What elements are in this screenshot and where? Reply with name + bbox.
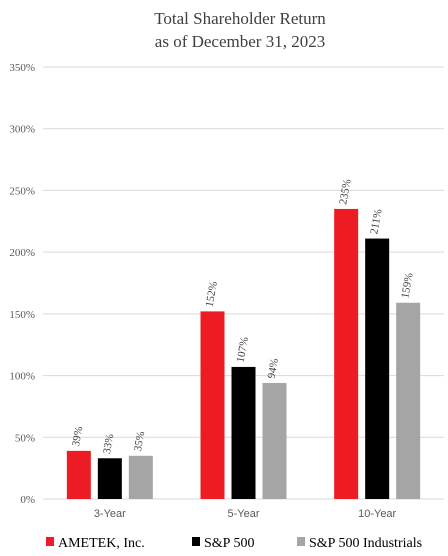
legend: AMETEK, Inc. S&P 500 S&P 500 Industrials bbox=[46, 536, 422, 551]
bar-1-3 bbox=[334, 208, 359, 499]
x-tick-label: 10-Year bbox=[358, 508, 396, 520]
y-axis: 0% 50% 100% 150% 200% 250% 300% 350% bbox=[9, 62, 35, 506]
legend-swatch bbox=[297, 537, 305, 546]
bar-2-1 bbox=[97, 458, 122, 499]
bar-3-1 bbox=[128, 455, 153, 499]
bar-2-2 bbox=[231, 366, 256, 499]
y-tick-label: 150% bbox=[9, 309, 35, 321]
data-label: 94% bbox=[266, 358, 281, 380]
legend-swatch bbox=[192, 537, 200, 546]
y-tick-label: 50% bbox=[15, 432, 35, 444]
legend-label: AMETEK, Inc. bbox=[58, 536, 145, 551]
x-tick-label: 3-Year bbox=[94, 508, 126, 520]
bar-1-2 bbox=[200, 311, 225, 499]
data-label: 35% bbox=[132, 430, 147, 452]
bar-3-3 bbox=[396, 302, 421, 499]
y-tick-label: 0% bbox=[20, 494, 35, 506]
bar-3-2 bbox=[262, 382, 287, 499]
x-axis: 3-Year 5-Year 10-Year bbox=[94, 508, 397, 520]
legend-swatch bbox=[46, 537, 54, 546]
data-label: 152% bbox=[204, 281, 220, 308]
y-tick-label: 100% bbox=[9, 371, 35, 383]
data-label: 211% bbox=[368, 208, 384, 235]
bar-2-3 bbox=[365, 238, 390, 499]
legend-label: S&P 500 bbox=[204, 536, 254, 551]
chart-title-line-1: Total Shareholder Return bbox=[154, 9, 326, 28]
data-label: 39% bbox=[70, 425, 85, 447]
chart-title-line-2: as of December 31, 2023 bbox=[155, 32, 325, 51]
y-tick-label: 350% bbox=[9, 62, 35, 74]
x-tick-label: 5-Year bbox=[227, 508, 259, 520]
bar-1-1 bbox=[66, 450, 91, 499]
data-label: 159% bbox=[399, 272, 415, 299]
y-tick-label: 250% bbox=[9, 185, 35, 197]
y-tick-label: 200% bbox=[9, 247, 35, 259]
y-tick-label: 300% bbox=[9, 124, 35, 136]
bars: 39% 33% 35% 152% 107% 94% 235% 211% 159% bbox=[66, 178, 421, 499]
data-label: 107% bbox=[235, 336, 251, 363]
data-label: 33% bbox=[101, 433, 116, 455]
legend-label: S&P 500 Industrials bbox=[309, 536, 422, 551]
data-label: 235% bbox=[337, 178, 353, 205]
